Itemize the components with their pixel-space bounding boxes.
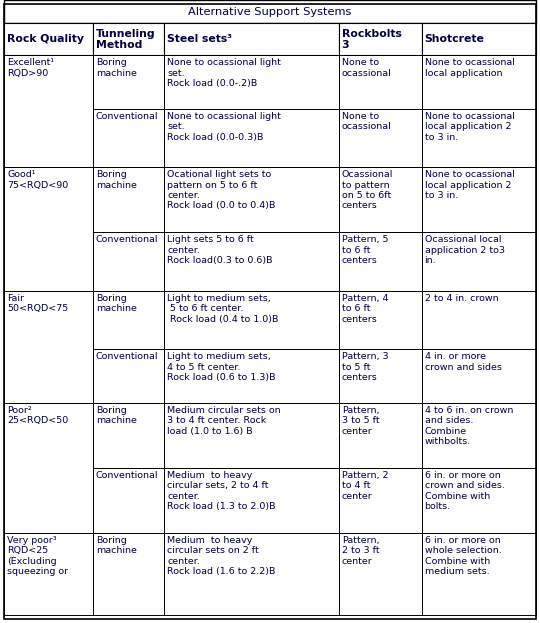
Bar	[4, 403, 93, 533]
Bar	[422, 350, 536, 403]
Text: Excellent¹
RQD>90: Excellent¹ RQD>90	[7, 59, 54, 78]
Bar	[93, 468, 164, 533]
Bar	[164, 468, 339, 533]
Text: 4 to 6 in. on crown
and sides.
Combine
withbolts.: 4 to 6 in. on crown and sides. Combine w…	[424, 406, 513, 446]
Bar	[4, 24, 93, 55]
Bar	[339, 533, 422, 615]
Text: Light sets 5 to 6 ft
center.
Rock load(0.3 to 0.6)B: Light sets 5 to 6 ft center. Rock load(0…	[167, 235, 273, 265]
Bar	[164, 291, 339, 350]
Bar	[164, 403, 339, 468]
Bar	[164, 350, 339, 403]
Text: Medium circular sets on
3 to 4 ft center. Rock
load (1.0 to 1.6) B: Medium circular sets on 3 to 4 ft center…	[167, 406, 281, 435]
Text: Conventional: Conventional	[96, 235, 158, 244]
Bar	[422, 533, 536, 615]
Text: Light to medium sets,
4 to 5 ft center.
Rock load (0.6 to 1.3)B: Light to medium sets, 4 to 5 ft center. …	[167, 353, 276, 383]
Bar	[422, 468, 536, 533]
Text: Poor²
25<RQD<50: Poor² 25<RQD<50	[7, 406, 68, 426]
Text: None to
ocassional: None to ocassional	[342, 59, 392, 78]
Text: 2 to 4 in. crown: 2 to 4 in. crown	[424, 294, 498, 303]
Bar	[422, 232, 536, 291]
Bar	[4, 55, 93, 168]
Bar	[339, 403, 422, 468]
Bar	[93, 403, 164, 468]
Text: Ocational light sets to
pattern on 5 to 6 ft
center.
Rock load (0.0 to 0.4)B: Ocational light sets to pattern on 5 to …	[167, 170, 275, 211]
Text: 6 in. or more on
crown and sides.
Combine with
bolts.: 6 in. or more on crown and sides. Combin…	[424, 471, 504, 511]
Bar	[164, 55, 339, 108]
Text: None to ocassional
local application 2
to 3 in.: None to ocassional local application 2 t…	[424, 112, 515, 141]
Bar	[93, 533, 164, 615]
Bar	[164, 533, 339, 615]
Bar	[339, 232, 422, 291]
Text: Alternative Support Systems: Alternative Support Systems	[188, 7, 352, 17]
Bar	[339, 55, 422, 108]
Text: Medium  to heavy
circular sets, 2 to 4 ft
center.
Rock load (1.3 to 2.0)B: Medium to heavy circular sets, 2 to 4 ft…	[167, 471, 276, 511]
Bar	[93, 291, 164, 350]
Text: None to ocassional
local application 2
to 3 in.: None to ocassional local application 2 t…	[424, 170, 515, 200]
Bar	[93, 24, 164, 55]
Bar	[339, 350, 422, 403]
Text: Pattern, 4
to 6 ft
centers: Pattern, 4 to 6 ft centers	[342, 294, 388, 324]
Text: Pattern, 5
to 6 ft
centers: Pattern, 5 to 6 ft centers	[342, 235, 388, 265]
Text: None to ocassional light
set.
Rock load (0.0-.2)B: None to ocassional light set. Rock load …	[167, 59, 281, 88]
Bar	[93, 232, 164, 291]
Text: Pattern, 2
to 4 ft
center: Pattern, 2 to 4 ft center	[342, 471, 388, 501]
Bar	[4, 168, 93, 291]
Bar	[4, 533, 93, 615]
Bar	[422, 168, 536, 232]
Text: Ocassional local
application 2 to3
in.: Ocassional local application 2 to3 in.	[424, 235, 504, 265]
Text: 4 in. or more
crown and sides: 4 in. or more crown and sides	[424, 353, 502, 372]
Text: Conventional: Conventional	[96, 353, 158, 361]
Text: Pattern,
3 to 5 ft
center: Pattern, 3 to 5 ft center	[342, 406, 379, 435]
Text: Medium  to heavy
circular sets on 2 ft
center.
Rock load (1.6 to 2.2)B: Medium to heavy circular sets on 2 ft ce…	[167, 536, 275, 576]
Text: None to ocassional light
set.
Rock load (0.0-0.3)B: None to ocassional light set. Rock load …	[167, 112, 281, 141]
Text: 6 in. or more on
whole selection.
Combine with
medium sets.: 6 in. or more on whole selection. Combin…	[424, 536, 501, 576]
Bar	[93, 108, 164, 168]
Text: Conventional: Conventional	[96, 471, 158, 480]
Text: Rock Quality: Rock Quality	[7, 34, 84, 44]
Text: Boring
machine: Boring machine	[96, 170, 137, 189]
Bar	[164, 232, 339, 291]
Text: Boring
machine: Boring machine	[96, 406, 137, 426]
Text: Rockbolts
3: Rockbolts 3	[342, 29, 402, 50]
Bar	[422, 403, 536, 468]
Bar	[93, 55, 164, 108]
Bar	[164, 108, 339, 168]
Text: Very poor³
RQD<25
(Excluding
squeezing or: Very poor³ RQD<25 (Excluding squeezing o…	[7, 536, 68, 576]
Text: Good¹
75<RQD<90: Good¹ 75<RQD<90	[7, 170, 68, 189]
Bar	[164, 168, 339, 232]
Bar	[339, 24, 422, 55]
Text: Ocassional
to pattern
on 5 to 6ft
centers: Ocassional to pattern on 5 to 6ft center…	[342, 170, 393, 211]
Bar	[4, 0, 536, 24]
Bar	[164, 24, 339, 55]
Bar	[93, 350, 164, 403]
Bar	[422, 291, 536, 350]
Bar	[339, 168, 422, 232]
Bar	[339, 108, 422, 168]
Bar	[422, 55, 536, 108]
Bar	[4, 291, 93, 403]
Bar	[93, 168, 164, 232]
Bar	[339, 291, 422, 350]
Text: Fair
50<RQD<75: Fair 50<RQD<75	[7, 294, 68, 313]
Text: Pattern,
2 to 3 ft
center: Pattern, 2 to 3 ft center	[342, 536, 379, 566]
Bar	[422, 24, 536, 55]
Text: Pattern, 3
to 5 ft
centers: Pattern, 3 to 5 ft centers	[342, 353, 388, 383]
Text: Conventional: Conventional	[96, 112, 158, 121]
Text: Boring
machine: Boring machine	[96, 59, 137, 78]
Text: Tunneling
Method: Tunneling Method	[96, 29, 156, 50]
Text: Light to medium sets,
 5 to 6 ft center.
 Rock load (0.4 to 1.0)B: Light to medium sets, 5 to 6 ft center. …	[167, 294, 279, 324]
Text: Steel sets³: Steel sets³	[167, 34, 232, 44]
Text: None to ocassional
local application: None to ocassional local application	[424, 59, 515, 78]
Text: None to
ocassional: None to ocassional	[342, 112, 392, 131]
Bar	[339, 468, 422, 533]
Text: Shotcrete: Shotcrete	[424, 34, 484, 44]
Text: Boring
machine: Boring machine	[96, 294, 137, 313]
Bar	[422, 108, 536, 168]
Text: Boring
machine: Boring machine	[96, 536, 137, 556]
